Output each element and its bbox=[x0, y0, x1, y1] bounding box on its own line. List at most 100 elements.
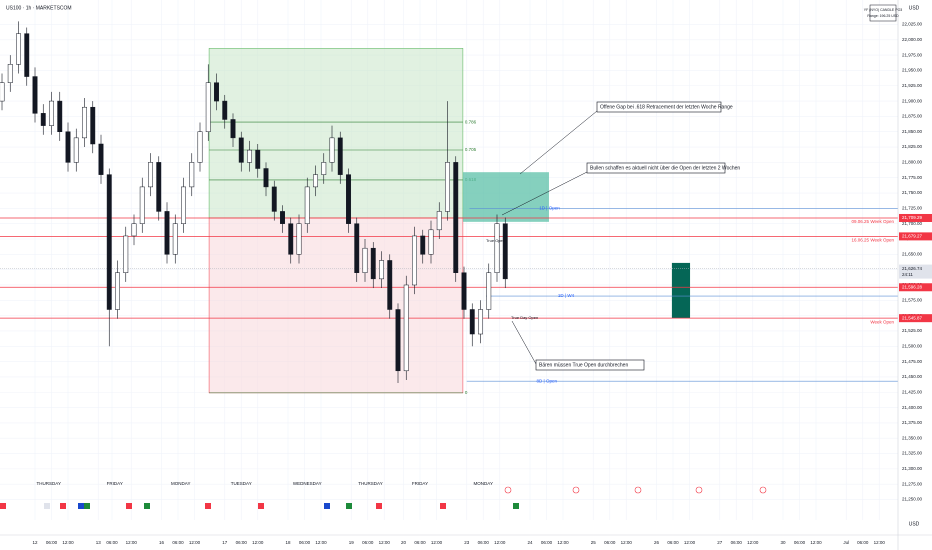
candle-body bbox=[49, 100, 54, 126]
x-tick-label: 12:00 bbox=[494, 540, 506, 545]
price-tag-label: 21,596.28 bbox=[902, 284, 923, 289]
indicator-box bbox=[869, 4, 897, 22]
session-label: FRIDAY bbox=[412, 481, 428, 486]
candle-body bbox=[329, 137, 335, 163]
price-tag-label: 21,545.87 bbox=[902, 315, 923, 320]
candle-body bbox=[7, 64, 13, 83]
y-tick-label: 21,525.00 bbox=[902, 328, 923, 333]
candle-body bbox=[139, 186, 145, 224]
event-icon bbox=[634, 486, 642, 494]
candle-body bbox=[222, 100, 228, 120]
candle-body bbox=[115, 272, 120, 310]
candle-body bbox=[24, 33, 30, 77]
candle-body bbox=[131, 223, 137, 237]
annotations: Offene Gap bei .618 Retracement der letz… bbox=[486, 101, 740, 371]
candle-body bbox=[469, 309, 475, 335]
x-tick-label: 30 bbox=[780, 540, 786, 545]
candle-body bbox=[379, 260, 384, 280]
x-tick-label: 26 bbox=[654, 540, 660, 545]
currency-bottom: USD bbox=[909, 521, 920, 527]
candle-body bbox=[461, 272, 467, 310]
x-tick-label: 12 bbox=[32, 540, 38, 545]
x-tick-label: 06:00 bbox=[667, 540, 679, 545]
candle-body bbox=[148, 162, 153, 188]
currency: USD bbox=[909, 5, 920, 11]
y-tick-label: 21,350.00 bbox=[902, 435, 923, 440]
candle-body bbox=[304, 186, 310, 224]
candle-body bbox=[205, 82, 211, 132]
y-tick-label: 21,700.00 bbox=[902, 221, 923, 226]
fib-level-label: 0.786 bbox=[465, 119, 477, 124]
candle-body bbox=[65, 131, 71, 163]
candle-body bbox=[181, 186, 186, 224]
price-line-label: 09.06.25 Week Open bbox=[852, 219, 895, 224]
event-icon bbox=[376, 503, 382, 509]
session-label: WEDNESDAY bbox=[293, 481, 322, 486]
candle-body bbox=[57, 100, 63, 132]
event-icon bbox=[504, 486, 512, 494]
candle-body bbox=[486, 272, 492, 310]
y-tick-label: 21,575.00 bbox=[902, 297, 923, 302]
candle-body bbox=[123, 235, 129, 273]
x-tick-label: 12:00 bbox=[252, 540, 264, 545]
candle-body bbox=[313, 174, 318, 188]
candle-body bbox=[445, 162, 450, 212]
candle-body bbox=[354, 223, 360, 273]
x-tick-label: 06:00 bbox=[731, 540, 743, 545]
candle-body bbox=[263, 168, 269, 188]
y-tick-label: 21,850.00 bbox=[902, 129, 923, 134]
y-tick-label: 21,250.00 bbox=[902, 497, 923, 502]
candle-body bbox=[370, 247, 376, 280]
x-tick-label: 12:00 bbox=[189, 540, 201, 545]
candle-body bbox=[82, 106, 87, 139]
label: True Open bbox=[486, 238, 505, 243]
session-label: MONDAY bbox=[474, 481, 493, 486]
x-tick-label: 24 bbox=[527, 540, 533, 545]
candle-body bbox=[40, 113, 46, 126]
candle-body bbox=[412, 235, 417, 286]
event-icon bbox=[695, 486, 703, 494]
candle-body bbox=[502, 223, 508, 280]
event-icon bbox=[126, 503, 132, 509]
candle-body bbox=[428, 229, 434, 255]
candle-body bbox=[420, 235, 426, 255]
x-tick-label: 25 bbox=[591, 540, 597, 545]
y-tick-label: 21,325.00 bbox=[902, 451, 923, 456]
callout-arrow bbox=[501, 171, 588, 216]
candle-body bbox=[247, 149, 252, 163]
event-icon bbox=[78, 503, 84, 509]
candle-body bbox=[32, 76, 38, 114]
candle-body bbox=[296, 223, 302, 255]
candle-body bbox=[321, 162, 327, 175]
y-tick-label: 21,975.00 bbox=[902, 52, 923, 57]
y-tick-label: 21,775.00 bbox=[902, 175, 923, 180]
zone bbox=[462, 172, 549, 222]
x-tick-label: 17 bbox=[222, 540, 228, 545]
x-tick-label: 06:00 bbox=[236, 540, 248, 545]
price-line-label: 16.06.25 Week Open bbox=[852, 238, 895, 243]
x-tick-label: 06:00 bbox=[857, 540, 869, 545]
candle-body bbox=[230, 119, 236, 139]
candle-body bbox=[0, 82, 5, 102]
price-tag-label: 21,709.29 bbox=[902, 215, 923, 220]
event-icon bbox=[44, 503, 50, 509]
candle-body bbox=[395, 309, 401, 372]
last-price-tag bbox=[899, 264, 932, 279]
session-label: THURSDAY bbox=[358, 481, 382, 486]
y-tick-label: 21,875.00 bbox=[902, 114, 923, 119]
x-tick-label: 12:00 bbox=[621, 540, 633, 545]
candle-body bbox=[156, 162, 162, 212]
candle-body bbox=[16, 33, 21, 65]
x-tick-label: 06:00 bbox=[794, 540, 806, 545]
candle-body bbox=[214, 82, 219, 102]
x-tick-label: Jul bbox=[843, 540, 849, 545]
fib-level-label: 0 bbox=[465, 390, 468, 395]
x-tick-label: 06:00 bbox=[478, 540, 490, 545]
candle-body bbox=[271, 186, 277, 212]
indicator-range: Range: 196.25 USD bbox=[867, 14, 899, 18]
candle-body bbox=[106, 174, 112, 310]
event-icon bbox=[258, 503, 264, 509]
y-tick-label: 22,000.00 bbox=[902, 37, 923, 42]
candle-body bbox=[73, 137, 79, 163]
y-tick-label: 21,275.00 bbox=[902, 481, 923, 486]
